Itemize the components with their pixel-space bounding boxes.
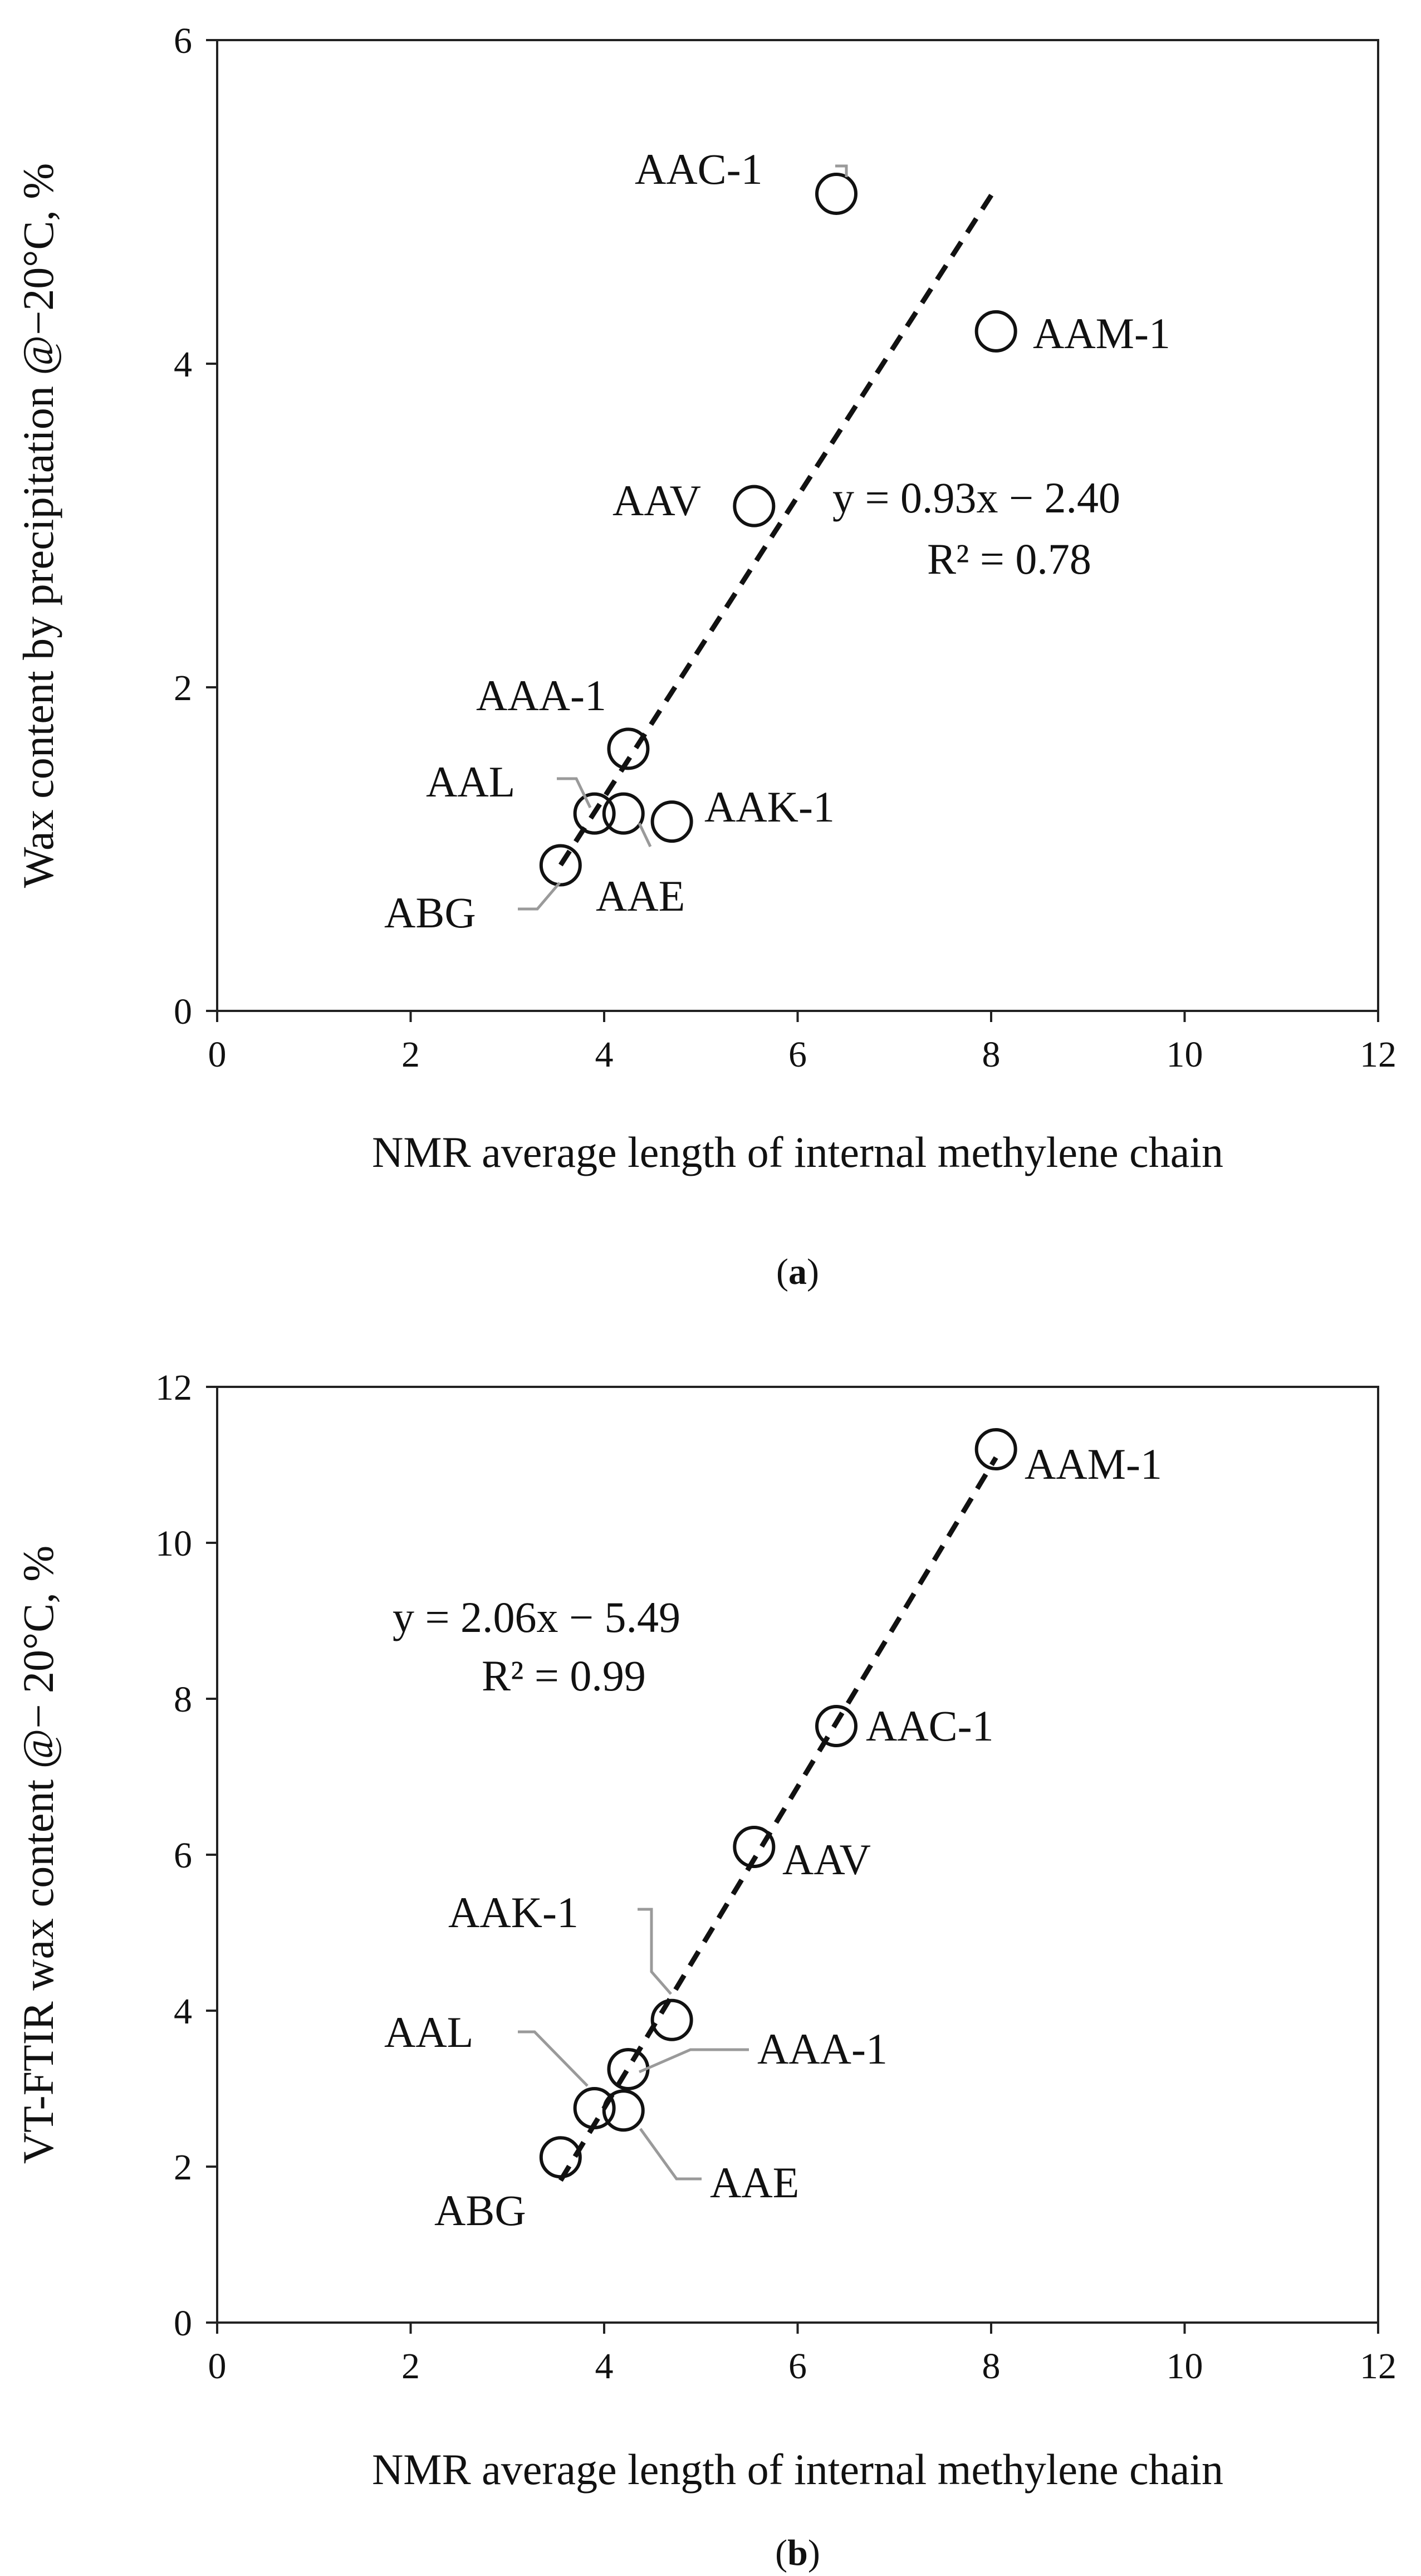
point-label-aac-1: AAC-1 [635,145,763,193]
data-point-aae [602,792,645,835]
x-axis-title: NMR average length of internal methylene… [372,2445,1223,2494]
point-label-aam-1: AAM-1 [1025,1440,1162,1488]
data-point-aak-1 [650,1998,693,2041]
panel-caption: (b) [775,2533,820,2573]
point-label-abg: ABG [434,2186,526,2235]
point-label-aav: AAV [782,1835,871,1884]
data-point-aam-1 [974,1428,1017,1470]
leader-line-aae [638,822,652,848]
x-tick-label: 4 [595,1034,614,1075]
y-axis-title: VT-FTIR wax content @− 20°C, % [14,1546,62,2164]
leader-line-aae [639,2128,702,2181]
point-label-aak-1: AAK-1 [448,1888,579,1937]
data-point-abg [539,2136,582,2179]
x-tick-label: 12 [1360,2346,1396,2387]
plot-frame [216,39,1379,1012]
data-point-aav [733,1826,776,1868]
leader-line-aal [557,777,592,809]
point-label-aae: AAE [596,872,685,920]
y-tick-label: 4 [174,344,192,385]
chart-panel-b: 0 2 4 6 8 10 12 0 2 4 6 8 10 12 NMR average length of … [14,1367,1396,2573]
point-label-abg: ABG [384,888,476,937]
data-point-aac-1 [815,1705,857,1747]
leader-line-aal [518,2030,589,2087]
panel-caption: (a) [776,1252,819,1292]
r-squared-label: R² = 0.99 [482,1651,646,1700]
y-tick-label: 0 [174,2303,192,2344]
x-axis-title: NMR average length of internal methylene… [372,1128,1223,1176]
chart-panel-a: 0 2 4 6 8 10 12 0 2 4 6 NMR average length of inter… [14,21,1396,1292]
y-tick-label: 4 [174,1991,192,2032]
x-tick-label: 0 [208,2346,227,2387]
y-tick-label: 6 [174,21,192,61]
data-point-aav [733,485,776,527]
leader-line-aac-1 [835,164,848,177]
data-point-aak-1 [650,800,693,843]
data-point-aal [573,2087,616,2129]
y-tick-label: 6 [174,1835,192,1876]
leader-line-aak-1 [638,1908,672,1995]
leader-line-aaa-1 [639,2048,749,2074]
point-label-aav: AAV [612,476,701,525]
data-point-aaa-1 [607,727,650,770]
x-tick-label: 12 [1360,1034,1396,1075]
data-point-aac-1 [815,172,857,215]
x-tick-label: 10 [1167,2346,1203,2387]
point-label-aae: AAE [710,2158,799,2207]
trendline [558,1456,998,2182]
x-tick-label: 10 [1167,1034,1203,1075]
point-label-aaa-1: AAA-1 [476,671,606,720]
y-tick-label: 2 [174,2147,192,2188]
data-point-aaa-1 [607,2048,650,2090]
point-label-aaa-1: AAA-1 [757,2025,888,2073]
point-label-aac-1: AAC-1 [866,1702,994,1750]
y-tick-label: 12 [155,1367,192,1408]
x-tick-label: 6 [788,2346,807,2387]
point-label-aal: AAL [384,2008,473,2056]
x-tick-label: 6 [788,1034,807,1075]
trendline [558,186,998,867]
y-tick-label: 10 [155,1523,192,1564]
trendline-equation: y = 0.93x − 2.40 [832,473,1120,522]
x-tick-label: 0 [208,1034,227,1075]
data-point-aae [602,2089,645,2132]
point-label-aam-1: AAM-1 [1033,309,1170,358]
leader-line-abg [518,882,561,911]
x-tick-label: 4 [595,2346,614,2387]
r-squared-label: R² = 0.78 [927,535,1091,583]
point-label-aak-1: AAK-1 [704,783,835,831]
trendline-equation: y = 2.06x − 5.49 [393,1593,680,1641]
data-point-aam-1 [974,310,1017,353]
x-tick-label: 2 [401,1034,420,1075]
data-point-abg [539,844,582,887]
data-point-aal [573,792,616,835]
y-axis-title: Wax content by precipitation @−20°C, % [14,163,62,888]
x-tick-label: 8 [982,1034,1001,1075]
x-tick-label: 2 [401,2346,420,2387]
y-tick-label: 8 [174,1679,192,1720]
point-label-aal: AAL [426,757,515,806]
y-tick-label: 0 [174,991,192,1032]
y-tick-label: 2 [174,668,192,708]
x-tick-label: 8 [982,2346,1001,2387]
